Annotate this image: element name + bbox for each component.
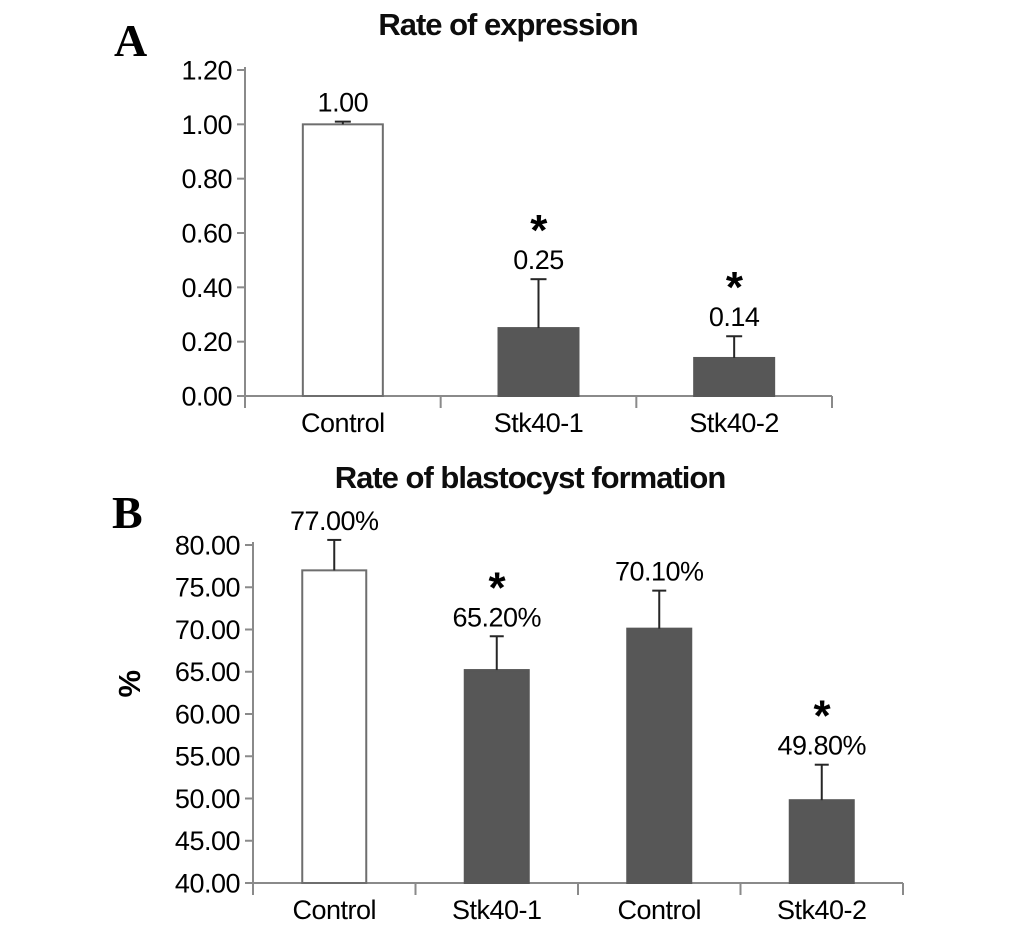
- x-category-label: Stk40-2: [777, 895, 867, 925]
- significance-asterisk: *: [488, 563, 506, 612]
- y-tick-label: 50.00: [175, 784, 240, 814]
- bar-control-1-2: [626, 627, 693, 885]
- y-tick-label: 55.00: [175, 742, 240, 772]
- y-tick-label: 45.00: [175, 826, 240, 856]
- panel-b-chart-title: Rate of blastocyst formation: [334, 460, 727, 495]
- y-tick-label: 0.80: [181, 164, 232, 194]
- y-tick-label: 1.20: [181, 55, 232, 85]
- bar-control-0-0: [301, 123, 384, 397]
- y-tick-label: 0.20: [181, 327, 232, 357]
- significance-asterisk: *: [813, 692, 831, 741]
- x-category-label: Stk40-2: [689, 408, 779, 438]
- x-category-label: Control: [301, 408, 385, 438]
- y-tick-label: 1.00: [181, 110, 232, 140]
- x-category-label: Control: [617, 895, 701, 925]
- bar-stk40-2-1-3: [788, 799, 855, 884]
- value-label: 1.00: [318, 88, 369, 118]
- x-category-label: Stk40-1: [452, 895, 542, 925]
- y-axis-label: %: [112, 670, 147, 697]
- y-tick-label: 40.00: [175, 868, 240, 898]
- y-tick-label: 0.60: [181, 218, 232, 248]
- y-tick-label: 0.00: [181, 381, 232, 411]
- value-label: 77.00%: [290, 506, 379, 536]
- bar-stk40-1-1-1: [463, 669, 530, 884]
- value-label: 65.20%: [452, 602, 541, 632]
- bar-control-1-0: [301, 569, 368, 884]
- y-tick-label: 75.00: [175, 573, 240, 603]
- value-label: 49.80%: [777, 731, 866, 761]
- x-category-label: Control: [292, 895, 376, 925]
- panel-a-chart-title: Rate of expression: [378, 7, 638, 42]
- y-tick-label: 60.00: [175, 699, 240, 729]
- significance-asterisk: *: [530, 206, 548, 255]
- bar-stk40-1-0-1: [497, 327, 580, 398]
- y-tick-label: 0.40: [181, 273, 232, 303]
- panel-b-letter: B: [112, 487, 143, 538]
- value-label: 0.25: [513, 245, 564, 275]
- bar-stk40-2-0-2: [693, 356, 776, 398]
- value-label: 0.14: [709, 302, 760, 332]
- value-label: 70.10%: [615, 557, 704, 587]
- y-tick-label: 70.00: [175, 615, 240, 645]
- y-tick-label: 80.00: [175, 530, 240, 560]
- x-category-label: Stk40-1: [494, 408, 584, 438]
- panel-a-letter: A: [114, 15, 148, 66]
- y-tick-label: 65.00: [175, 657, 240, 687]
- significance-asterisk: *: [726, 263, 744, 312]
